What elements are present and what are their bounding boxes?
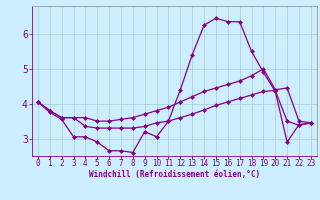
X-axis label: Windchill (Refroidissement éolien,°C): Windchill (Refroidissement éolien,°C) [89,170,260,179]
